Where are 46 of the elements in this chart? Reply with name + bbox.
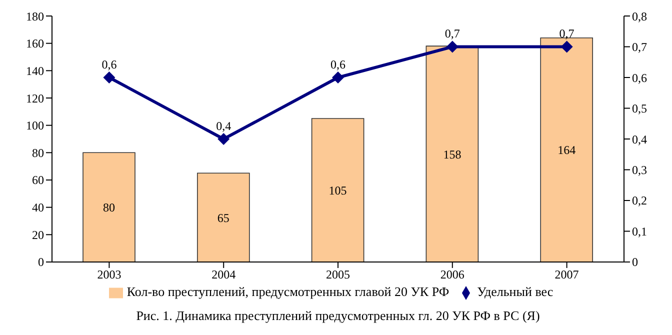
- y2-tick-label: 0,2: [632, 194, 647, 208]
- y-tick-label: 120: [26, 91, 44, 106]
- data-label: 0,7: [559, 26, 574, 41]
- point: [560, 40, 573, 53]
- x-tick-label: 2004: [212, 268, 236, 282]
- point: [218, 132, 230, 145]
- bar: [197, 172, 250, 262]
- bar: [82, 152, 136, 262]
- point: [103, 71, 116, 84]
- legend-label: Удельный вес: [477, 284, 554, 299]
- bar: [311, 118, 364, 262]
- data-label: 65: [217, 210, 230, 225]
- y2-tick-label: 0,4: [632, 132, 647, 146]
- y2-tick-label: 0,5: [632, 102, 647, 116]
- x-tick-label: 2006: [440, 268, 464, 282]
- y2-tick-label: 0,6: [632, 70, 647, 85]
- data-label: 0,7: [444, 26, 460, 41]
- data-label: 158: [443, 147, 462, 162]
- text: Рис. 1. Динамика преступлений предусмотренных гл. 20 УК РФ в РС (Я): [135, 308, 541, 324]
- x-tick-label: 2003: [97, 268, 122, 282]
- y2-tick-label: 0,8: [632, 9, 647, 24]
- y-tick-label: 0: [38, 255, 44, 270]
- y2-tick-label: 0,1: [632, 224, 647, 238]
- y-tick-label: 60: [32, 173, 44, 188]
- y-tick-label: 100: [26, 118, 44, 133]
- y-tick-label: 40: [32, 200, 44, 215]
- data-label: 0,6: [330, 57, 346, 72]
- y-tick-label: 160: [26, 36, 44, 51]
- y2-tick-label: 0: [632, 255, 638, 270]
- data-label: 0,6: [102, 57, 117, 72]
- data-label: 164: [558, 143, 576, 158]
- y-tick-label: 180: [26, 9, 44, 24]
- data-label: 105: [328, 184, 347, 198]
- y2-tick-label: 0,7: [632, 40, 647, 54]
- legend-label: Кол-во преступлений, предусмотренных главой 20 УК РФ: [126, 284, 450, 299]
- y2-tick-label: 0,3: [632, 163, 647, 177]
- point: [332, 71, 344, 84]
- data-label: 80: [103, 200, 115, 215]
- y-tick-label: 20: [32, 228, 44, 242]
- data-label: 0,4: [216, 118, 232, 133]
- x-tick-label: 2005: [326, 268, 350, 282]
- y-tick-label: 140: [26, 64, 44, 78]
- point: [446, 40, 458, 53]
- bar: [426, 46, 479, 262]
- y-tick-label: 80: [32, 146, 44, 160]
- x-tick-label: 2007: [554, 268, 579, 282]
